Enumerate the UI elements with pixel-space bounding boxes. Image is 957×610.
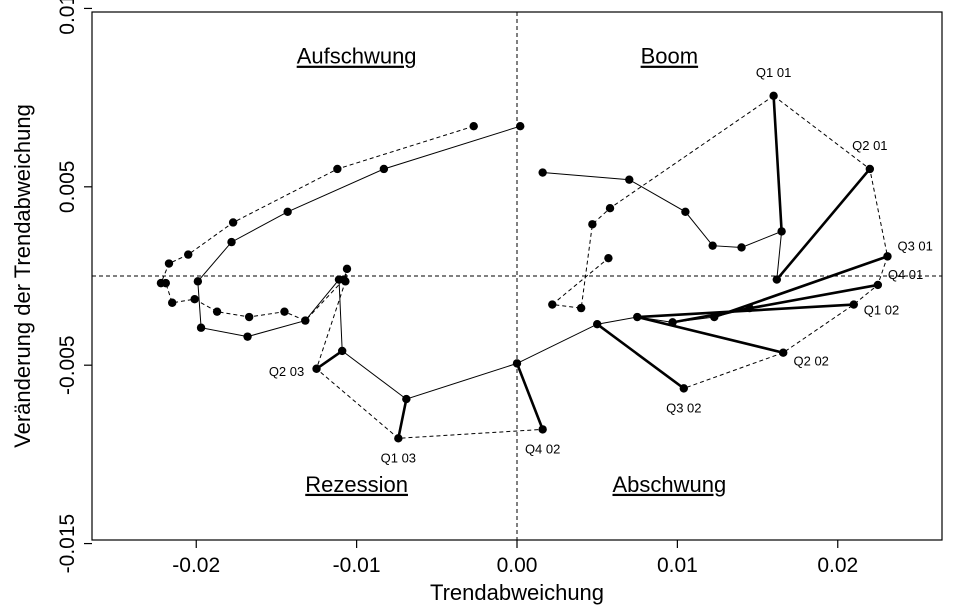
quadrant-label: Abschwung (612, 472, 726, 497)
dashed-trajectory (596, 95, 889, 389)
data-point (576, 303, 586, 313)
data-point (865, 164, 875, 174)
bold-segment (515, 362, 544, 431)
axes: -0.02 -0.01 0.00 0.01 0.02 -0.015 -0.005 0.005 0… (56, 0, 858, 577)
bold-segment (397, 397, 408, 440)
data-point (167, 298, 177, 307)
data-point (337, 346, 347, 356)
data-point (516, 121, 525, 131)
quadrant-label: Boom (641, 44, 698, 69)
data-point (512, 359, 522, 368)
data-point (849, 300, 858, 309)
data-point (737, 243, 746, 252)
data-point (873, 280, 883, 290)
data-point (668, 318, 677, 327)
bold-segment (671, 283, 880, 324)
data-point (190, 294, 199, 304)
quadrant-label: Aufschwung (297, 44, 417, 69)
data-point (469, 121, 478, 131)
solid-trajectory (197, 125, 750, 400)
point-label: Q1 01 (756, 65, 791, 80)
data-point (883, 252, 892, 261)
data-point (164, 259, 174, 268)
trajectory-lines (160, 94, 889, 440)
data-point (341, 277, 350, 286)
bold-segment (635, 315, 785, 355)
solid-trajectory (542, 172, 783, 280)
bold-segment (595, 322, 686, 390)
data-point (379, 164, 389, 174)
data-point (227, 237, 236, 247)
data-point (681, 207, 690, 216)
data-point (679, 384, 688, 393)
data-point (605, 204, 615, 213)
annotations: Aufschwung Boom Rezession Abschwung Q1 01 Q2 … (269, 44, 933, 497)
data-point (538, 425, 547, 434)
data-point (777, 227, 786, 236)
point-label: Q1 02 (864, 303, 899, 318)
point-label: Q2 02 (794, 354, 829, 369)
data-point (196, 323, 206, 332)
data-point (280, 307, 289, 316)
data-point (312, 364, 321, 373)
reference-lines (92, 12, 942, 540)
data-point (769, 91, 778, 101)
data-point (212, 307, 222, 316)
bold-segment (315, 349, 344, 371)
x-tick-label: 0.01 (657, 554, 698, 577)
y-tick-label: 0.005 (56, 161, 79, 214)
x-axis-title: Trendabweichung (430, 580, 604, 605)
x-tick-label: -0.01 (333, 554, 381, 577)
data-point (548, 300, 557, 309)
bold-segment (712, 255, 889, 319)
point-label: Q2 01 (852, 138, 887, 153)
x-tick-label: -0.02 (172, 554, 220, 577)
data-point (342, 264, 352, 274)
data-point (708, 241, 717, 250)
bold-segment (635, 303, 856, 319)
data-points (156, 91, 892, 443)
data-point (333, 164, 342, 174)
point-label: Q3 02 (666, 400, 701, 415)
data-point (193, 277, 203, 286)
quadrant-label: Rezession (305, 472, 408, 497)
point-label: Q3 01 (897, 238, 932, 253)
data-point (283, 207, 292, 216)
data-point (779, 348, 788, 357)
point-label: Q4 01 (888, 267, 923, 282)
bold-segment (775, 167, 872, 281)
data-point (772, 275, 782, 284)
data-point (243, 332, 252, 341)
data-point (184, 250, 193, 259)
data-point (625, 175, 634, 184)
point-label: Q1 03 (381, 450, 416, 465)
data-point (228, 218, 238, 227)
data-point (710, 312, 719, 322)
data-point (301, 316, 310, 325)
x-tick-label: 0.00 (497, 554, 538, 577)
data-point (394, 434, 403, 443)
bold-segment (772, 94, 783, 233)
data-point (538, 168, 547, 177)
y-tick-label: -0.015 (56, 514, 79, 574)
y-tick-label: 0.015 (56, 0, 79, 35)
data-point (402, 394, 411, 404)
x-tick-label: 0.02 (817, 554, 858, 577)
y-axis-title: Veränderung der Trendabweichung (10, 104, 35, 448)
data-point (633, 312, 642, 322)
y-tick-label: -0.005 (56, 335, 79, 395)
data-point (244, 312, 254, 322)
dashed-trajectory (160, 125, 543, 439)
data-point (745, 303, 754, 313)
data-point (604, 253, 613, 263)
data-point (588, 220, 597, 229)
data-point (592, 319, 602, 329)
data-point (161, 278, 170, 288)
point-label: Q4 02 (525, 441, 560, 456)
point-label: Q2 03 (269, 364, 304, 379)
